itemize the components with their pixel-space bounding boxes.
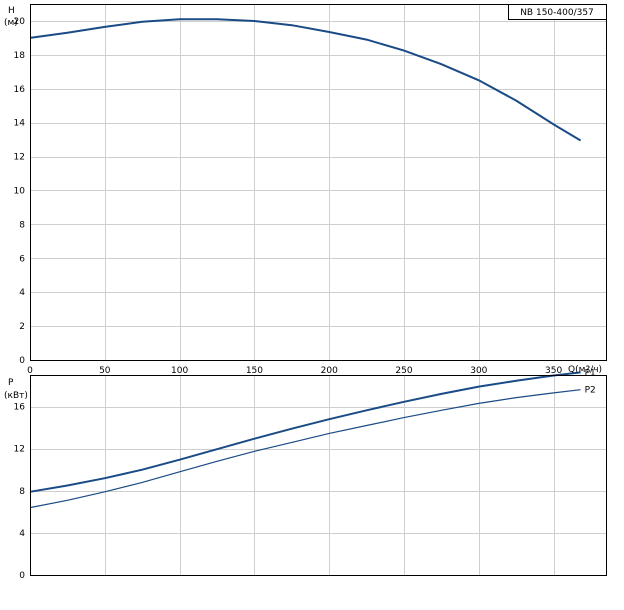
- head-tick-label: 8: [19, 220, 25, 230]
- flow-tick-label: 100: [171, 366, 188, 376]
- head-tick-label: 14: [14, 119, 26, 129]
- power-curve-line-p2: [29, 389, 581, 509]
- power-tick-label: 8: [19, 487, 25, 497]
- power-tick-label: 12: [14, 445, 25, 455]
- power-tick-label: 4: [19, 529, 25, 539]
- power-tick-label: 0: [19, 571, 25, 581]
- head-chart-grid: [30, 4, 606, 360]
- power-axis-title: P: [8, 378, 14, 388]
- head-tick-label: 10: [14, 186, 26, 196]
- head-tick-label: 18: [14, 51, 26, 61]
- head-tick-label: 12: [14, 153, 25, 163]
- series-label: P1: [585, 368, 596, 378]
- flow-tick-label: 0: [27, 366, 33, 376]
- power-chart-curves: [29, 371, 581, 509]
- power-chart-labels: 0 4 8 12 16 P1 P2: [14, 368, 596, 581]
- flow-tick-label: 250: [395, 366, 412, 376]
- head-tick-label: 0: [19, 356, 25, 366]
- power-axis-unit: (кВт): [4, 391, 28, 401]
- flow-tick-label: 200: [321, 366, 338, 376]
- flow-axis-title: Q(м?/ч): [568, 365, 602, 375]
- head-curve-line: [29, 18, 582, 142]
- series-label: P2: [585, 386, 596, 396]
- head-axis-title: H: [8, 6, 15, 16]
- head-chart-frame: [30, 4, 607, 361]
- head-tick-label: 6: [19, 254, 25, 264]
- flow-tick-label: 50: [99, 366, 111, 376]
- head-tick-label: 2: [19, 322, 25, 332]
- power-curve-line-p1: [29, 371, 581, 493]
- flow-tick-label: 150: [246, 366, 263, 376]
- head-chart-labels: 0 50 100 150 200 250 300 350 0 2 4 6 8 10 12 14 16 18 20: [14, 17, 563, 376]
- title-box: [508, 4, 607, 20]
- head-axis-unit: (м): [4, 18, 18, 28]
- flow-tick-label: 350: [545, 366, 562, 376]
- head-chart-curves: [29, 18, 582, 142]
- flow-tick-label: 300: [470, 366, 487, 376]
- head-tick-label: 16: [14, 85, 26, 95]
- head-tick-label: 20: [14, 17, 26, 27]
- power-chart-frame: [30, 375, 607, 576]
- title-box-text: NB 150-400/357: [520, 8, 594, 18]
- power-tick-label: 16: [14, 403, 26, 413]
- head-tick-label: 4: [19, 288, 25, 298]
